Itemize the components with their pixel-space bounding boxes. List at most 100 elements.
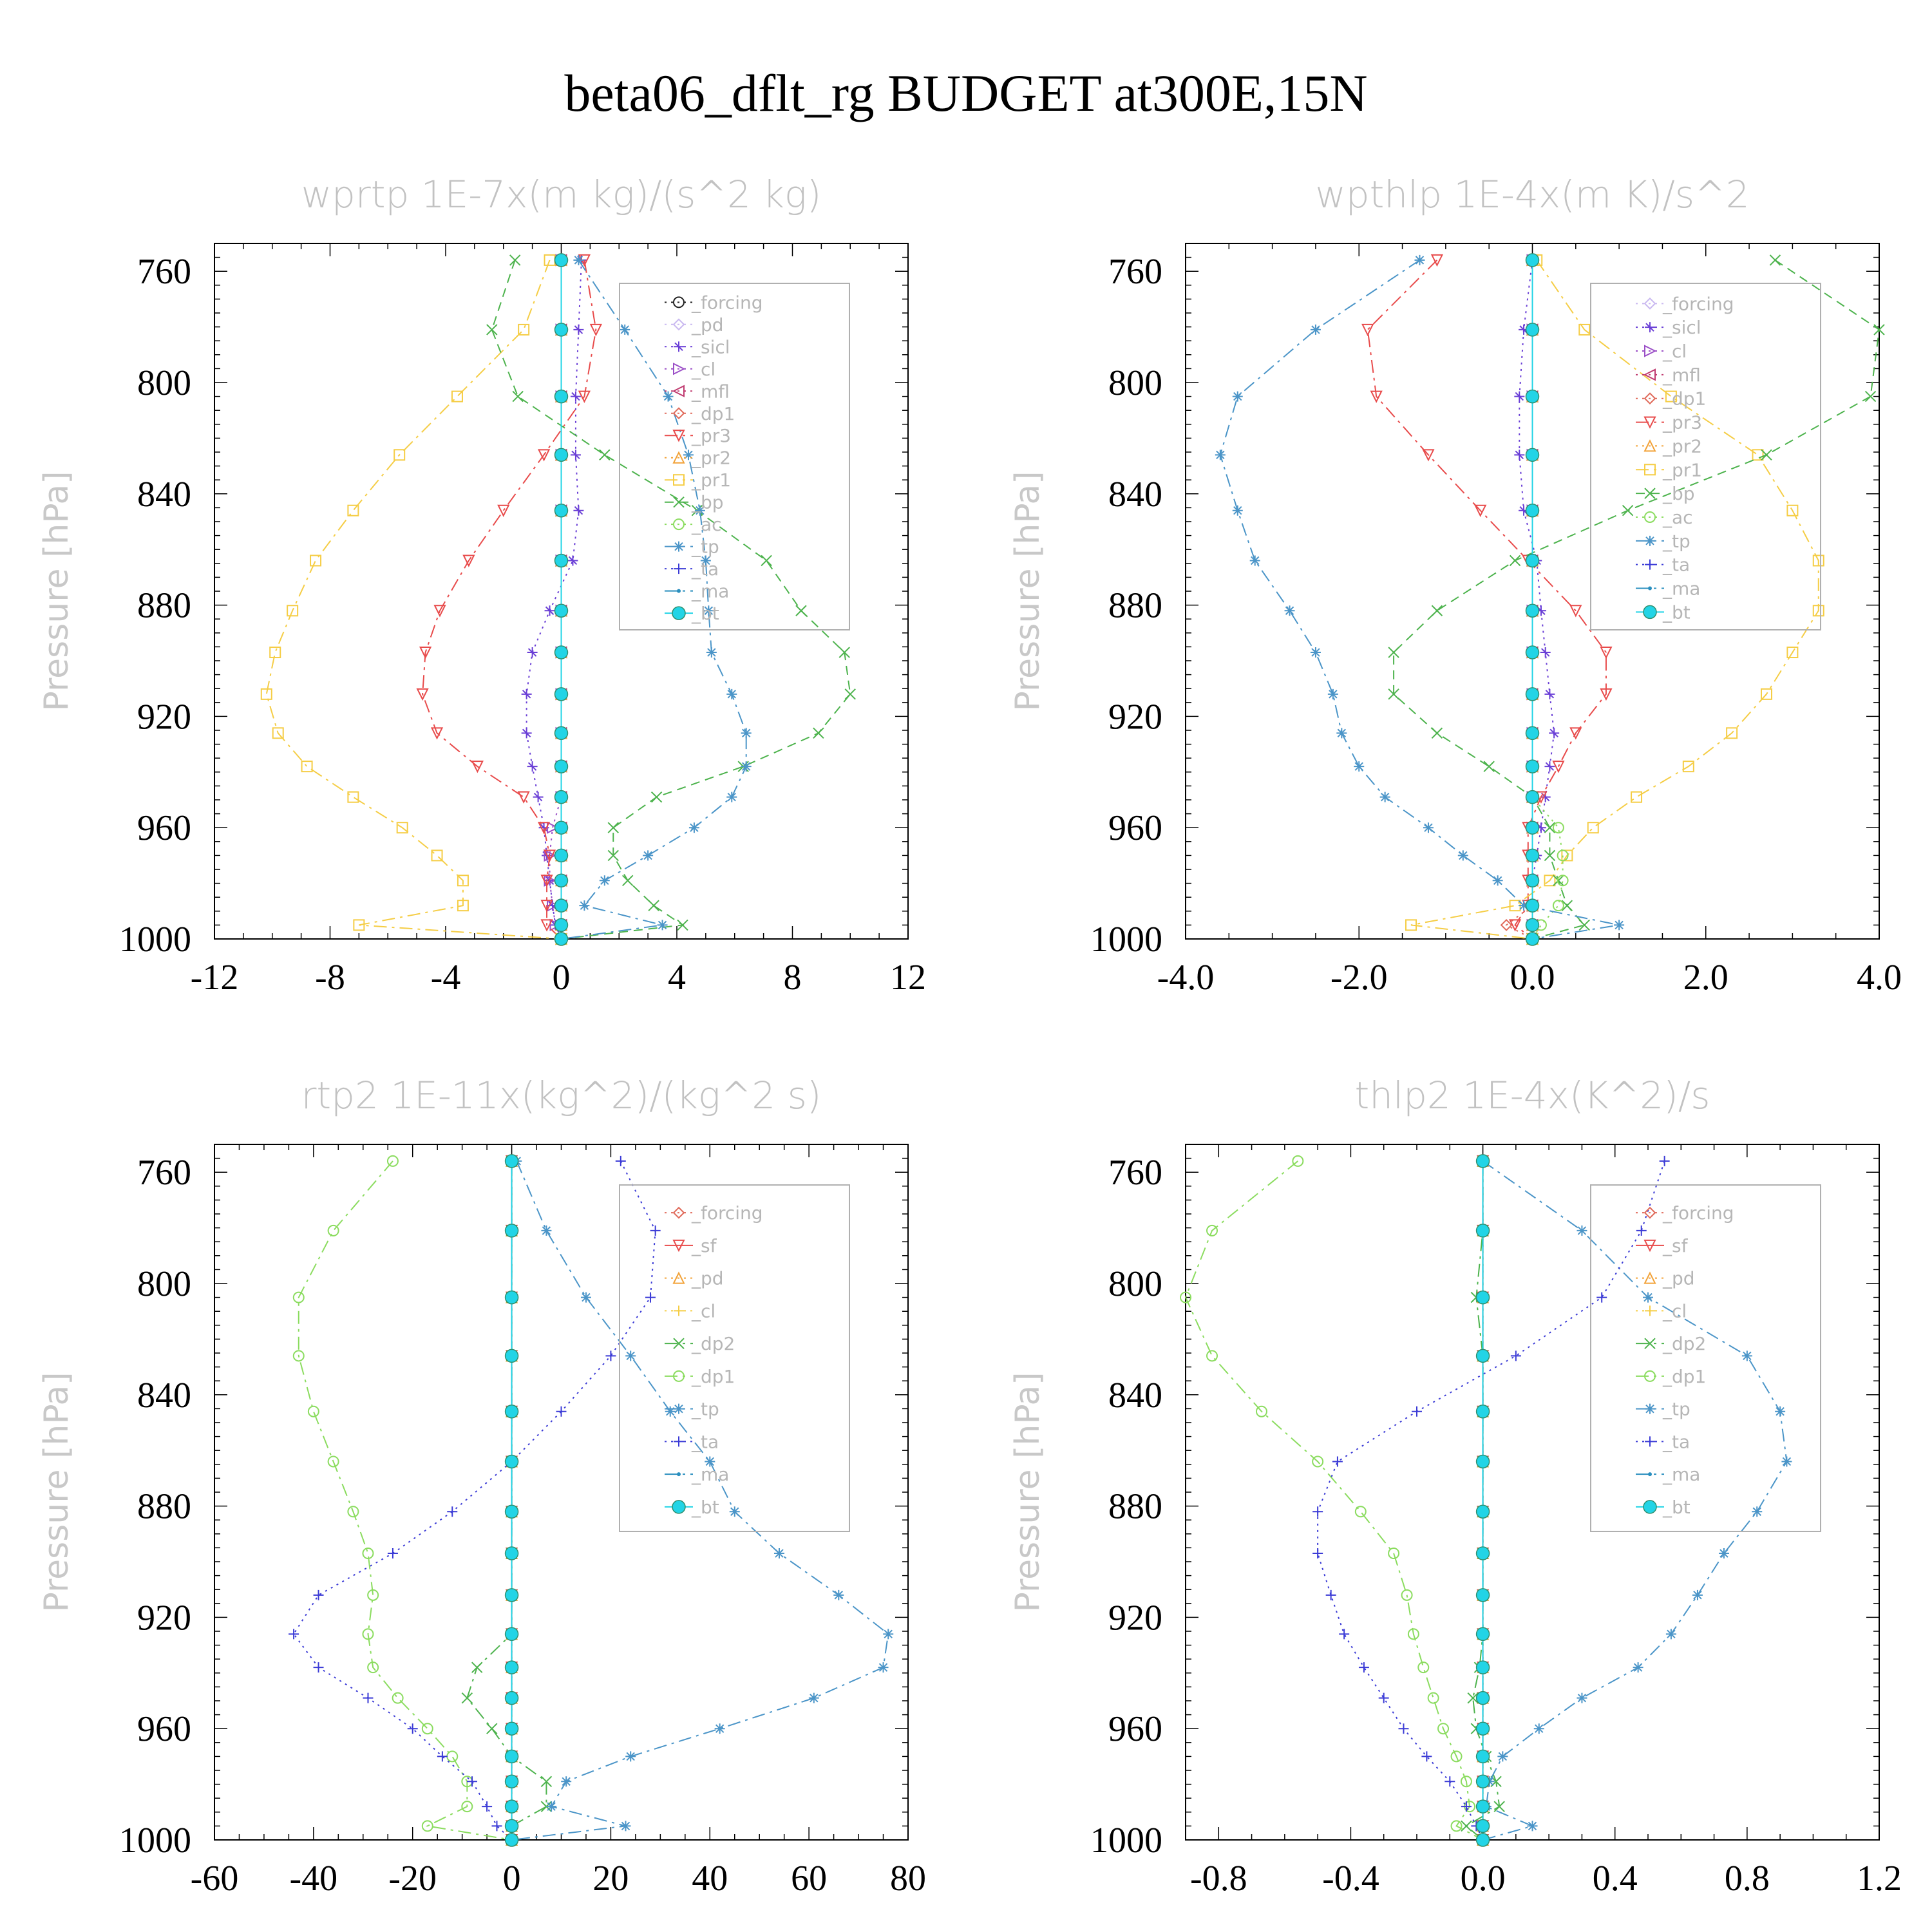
- y-tick-label: 960: [137, 1709, 191, 1749]
- data-point: [512, 390, 524, 402]
- legend-label: _tp: [1662, 531, 1690, 552]
- data-point: [1312, 1506, 1323, 1517]
- legend-swatch-marker: [672, 451, 685, 464]
- legend-swatch-marker: [1643, 1271, 1656, 1284]
- x-tick-label: -20: [388, 1859, 437, 1899]
- data-point: [1474, 504, 1487, 517]
- data-point: [1552, 900, 1564, 912]
- chart-panel-3: rtp2 1E-11x(kg^2)/(kg^2 s)76080084088092…: [37, 1074, 926, 1899]
- legend-swatch-marker: [672, 318, 685, 331]
- y-tick-label: 960: [137, 808, 191, 848]
- data-point: [1578, 919, 1590, 931]
- data-point: [1422, 449, 1435, 462]
- y-tick-label: 760: [1108, 252, 1162, 292]
- data-point: [1544, 875, 1556, 887]
- data-point: [1864, 390, 1877, 402]
- legend-swatch-marker: [674, 1436, 684, 1447]
- y-tick-label: 880: [1108, 1487, 1162, 1527]
- legend-label: _pd: [691, 1268, 724, 1289]
- data-point: [554, 503, 569, 518]
- data-point: [1414, 254, 1425, 265]
- y-axis-label: Pressure [hPa]: [1009, 471, 1047, 712]
- data-point: [833, 1589, 844, 1600]
- data-point: [714, 1723, 725, 1734]
- data-point: [1232, 391, 1243, 402]
- y-tick-label: 840: [137, 1376, 191, 1416]
- data-point: [1812, 554, 1824, 567]
- data-point: [1444, 1776, 1455, 1787]
- data-point: [497, 504, 510, 517]
- data-point: [1741, 1350, 1752, 1361]
- series-ta: [1312, 1155, 1670, 1845]
- data-point: [705, 1456, 715, 1467]
- data-point: [1544, 822, 1556, 833]
- series-line: [1531, 260, 1564, 940]
- data-point: [517, 791, 530, 804]
- data-point: [1761, 449, 1772, 461]
- data-point: [362, 1548, 374, 1560]
- legend-label: _cl: [691, 1300, 715, 1321]
- data-point: [1354, 761, 1365, 772]
- data-point: [1577, 1692, 1587, 1703]
- data-point: [554, 873, 569, 888]
- series-line: [1367, 260, 1607, 940]
- legend-label: _bp: [691, 492, 724, 513]
- legend-swatch-marker: [1644, 1370, 1656, 1382]
- data-point: [437, 1751, 448, 1762]
- data-point: [650, 1225, 661, 1236]
- series-line: [1393, 260, 1880, 940]
- data-point: [1475, 1404, 1490, 1419]
- series-sicl: [1514, 254, 1560, 944]
- legend-swatch-marker: [674, 541, 684, 552]
- data-point: [1633, 1662, 1643, 1673]
- legend-swatch-marker: [672, 407, 685, 420]
- x-tick-label: -12: [191, 958, 239, 998]
- y-tick-label: 840: [1108, 475, 1162, 515]
- data-point: [1786, 504, 1799, 516]
- legend-label: _ma: [1662, 1464, 1700, 1485]
- series-cl: [544, 254, 568, 945]
- data-point: [1682, 761, 1694, 773]
- data-point: [1312, 1548, 1323, 1559]
- data-point: [504, 1349, 519, 1363]
- data-point: [1412, 1406, 1422, 1417]
- legend-swatch-marker: [1645, 1436, 1655, 1447]
- legend-label: _ma: [1662, 578, 1700, 600]
- data-point: [1726, 727, 1738, 739]
- data-point: [269, 647, 281, 659]
- plot-frame: [1185, 1144, 1880, 1841]
- legend-label: _tp: [691, 536, 719, 558]
- data-point: [683, 450, 694, 460]
- legend-swatch-marker: [1645, 1305, 1655, 1316]
- series-bt: [504, 1154, 519, 1847]
- y-tick-label: 800: [137, 1264, 191, 1304]
- data-point: [883, 1629, 894, 1640]
- x-tick-label: -40: [290, 1859, 338, 1899]
- data-point: [1527, 1821, 1538, 1832]
- data-point: [1525, 873, 1540, 888]
- data-point: [580, 1292, 591, 1303]
- y-tick-label: 1000: [1090, 1821, 1162, 1861]
- x-tick-label: -8: [315, 958, 345, 998]
- data-point: [347, 791, 359, 803]
- data-point: [461, 1801, 473, 1813]
- data-point: [1361, 323, 1374, 337]
- x-tick-label: 4.0: [1857, 958, 1902, 998]
- legend-label: _ma: [691, 1464, 729, 1485]
- data-point: [556, 1406, 567, 1417]
- data-point: [729, 1506, 740, 1517]
- data-point: [518, 323, 530, 336]
- y-tick-label: 1000: [119, 1821, 191, 1861]
- data-point: [421, 1723, 433, 1735]
- data-point: [1561, 849, 1573, 862]
- data-point: [527, 761, 538, 772]
- data-point: [287, 605, 299, 617]
- legend-label: _ta: [1662, 554, 1690, 576]
- series-line: [1482, 1160, 1788, 1841]
- data-point: [620, 324, 630, 335]
- series-bt: [1525, 253, 1540, 946]
- data-point: [1525, 603, 1540, 618]
- legend-label: _sicl: [1662, 317, 1701, 338]
- legend-label: _forcing: [691, 292, 763, 313]
- data-point: [313, 1662, 324, 1673]
